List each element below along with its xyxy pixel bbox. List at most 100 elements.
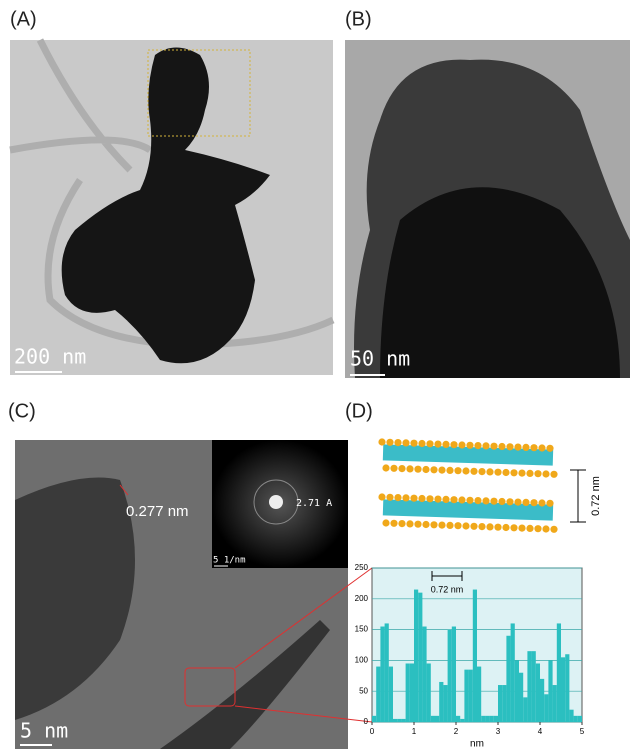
atom [510, 524, 517, 531]
bar [532, 651, 536, 722]
x-tick-label: 4 [538, 727, 543, 736]
bar [548, 660, 552, 722]
atom [482, 497, 489, 504]
bar [477, 667, 481, 722]
atom [550, 526, 557, 533]
atom [526, 525, 533, 532]
x-tick-label: 5 [580, 727, 585, 736]
atom [486, 468, 493, 475]
atom [430, 521, 437, 528]
bar [565, 654, 569, 722]
bar [540, 679, 544, 722]
bar [485, 716, 489, 722]
atom [406, 465, 413, 472]
bar [536, 663, 540, 722]
atom [474, 442, 481, 449]
scale-label: 200 nm [14, 345, 86, 369]
atom [498, 498, 505, 505]
atom [454, 467, 461, 474]
x-tick-label: 3 [496, 727, 501, 736]
atom [538, 499, 545, 506]
bar [401, 719, 405, 722]
atom [534, 470, 541, 477]
atom [538, 444, 545, 451]
atom [394, 494, 401, 501]
y-tick-label: 100 [355, 656, 369, 665]
bar [569, 710, 573, 722]
bar [490, 716, 494, 722]
figure: (A) 200 nm (B) 50 nm (C) 0.277 nm 2.71 A… [0, 0, 630, 749]
bar [544, 694, 548, 722]
atom [490, 443, 497, 450]
bar [385, 623, 389, 722]
bar [469, 670, 473, 722]
bar [443, 685, 447, 722]
bar [527, 651, 531, 722]
bar [410, 663, 414, 722]
bar [456, 716, 460, 722]
annotation: 0.72 nm [431, 584, 464, 594]
bar [494, 716, 498, 722]
panel-label: (D) [345, 400, 373, 422]
atom [550, 471, 557, 478]
bar [435, 716, 439, 722]
atom [502, 524, 509, 531]
bar [427, 663, 431, 722]
bar [376, 667, 380, 722]
bar [506, 636, 510, 722]
bar [452, 627, 456, 722]
atom [466, 497, 473, 504]
atom [486, 523, 493, 530]
lattice-label: 0.277 nm [126, 503, 189, 520]
bar [519, 673, 523, 722]
atom [530, 499, 537, 506]
atom [402, 494, 409, 501]
atom [506, 443, 513, 450]
atom [542, 525, 549, 532]
atom [394, 439, 401, 446]
atom [498, 443, 505, 450]
atom [378, 438, 385, 445]
atom [406, 520, 413, 527]
bar [397, 719, 401, 722]
atom [458, 496, 465, 503]
bar [414, 590, 418, 722]
atom [522, 444, 529, 451]
atom [546, 500, 553, 507]
atom [434, 441, 441, 448]
atom [518, 525, 525, 532]
atom [434, 496, 441, 503]
y-tick-label: 250 [355, 563, 369, 572]
bar [431, 716, 435, 722]
atom [514, 499, 521, 506]
bar [464, 670, 468, 722]
atom [446, 522, 453, 529]
x-axis-label: nm [470, 739, 484, 749]
x-tick-label: 2 [454, 727, 459, 736]
atom [422, 521, 429, 528]
bar [553, 685, 557, 722]
bar [473, 590, 477, 722]
atom [382, 464, 389, 471]
atom [474, 497, 481, 504]
bar [502, 685, 506, 722]
atom [478, 468, 485, 475]
atom [546, 445, 553, 452]
fft-label: 2.71 A [296, 498, 332, 509]
atom [518, 470, 525, 477]
atom [510, 469, 517, 476]
spacing-label: 0.72 nm [590, 476, 602, 516]
bar [515, 660, 519, 722]
atom [398, 465, 405, 472]
bar [498, 685, 502, 722]
atom [390, 465, 397, 472]
bar [439, 682, 443, 722]
bar [389, 667, 393, 722]
panel-label: (A) [10, 8, 37, 30]
atom [390, 520, 397, 527]
bar [561, 657, 565, 722]
structure-model [378, 438, 557, 533]
bar [448, 630, 452, 722]
atom [462, 467, 469, 474]
atom [522, 499, 529, 506]
